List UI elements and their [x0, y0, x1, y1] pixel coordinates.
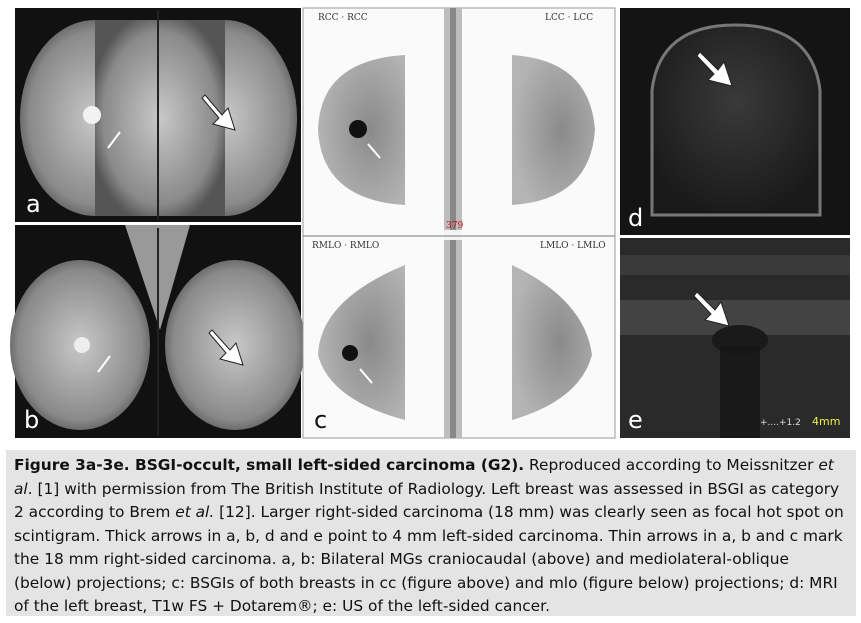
caption-text: Reproduced according to Meissnitzer	[524, 456, 819, 474]
panel-label: e	[628, 406, 643, 434]
view-label: RCC · RCC	[318, 13, 368, 23]
panel-d: d	[620, 8, 850, 235]
caption: Figure 3a-3e. BSGI-occult, small left-si…	[6, 450, 856, 616]
view-label: LCC · LCC	[545, 13, 593, 23]
figure-images: a b 379 RCC · RCC LCC · LCC RMLO · RMLO …	[10, 7, 850, 439]
panel-label: b	[24, 406, 39, 434]
panel-b: b	[10, 225, 305, 438]
caption-italic: et al	[14, 456, 834, 498]
panel-c: 379 RCC · RCC LCC · LCC RMLO · RMLO LMLO…	[302, 7, 616, 439]
panel-a: a	[15, 8, 301, 222]
caption-text: [12]. Larger right-sided carcinoma (18 m…	[14, 503, 844, 615]
view-label: RMLO · RMLO	[312, 241, 379, 251]
scale-size: 4mm	[812, 415, 840, 428]
panel-label: c	[314, 406, 327, 434]
caption-italic: et al.	[175, 503, 215, 521]
counter: 379	[446, 221, 463, 231]
scale-marker: +....+1.2	[760, 418, 801, 428]
panel-label: a	[26, 190, 41, 218]
panel-e: +....+1.2 4mm e	[620, 238, 850, 438]
caption-text: . [1] with permission from The British I…	[14, 479, 840, 522]
caption-title: Figure 3a-3e. BSGI-occult, small left-si…	[14, 456, 525, 474]
view-label: LMLO · LMLO	[540, 241, 606, 251]
panel-label: d	[628, 204, 643, 232]
